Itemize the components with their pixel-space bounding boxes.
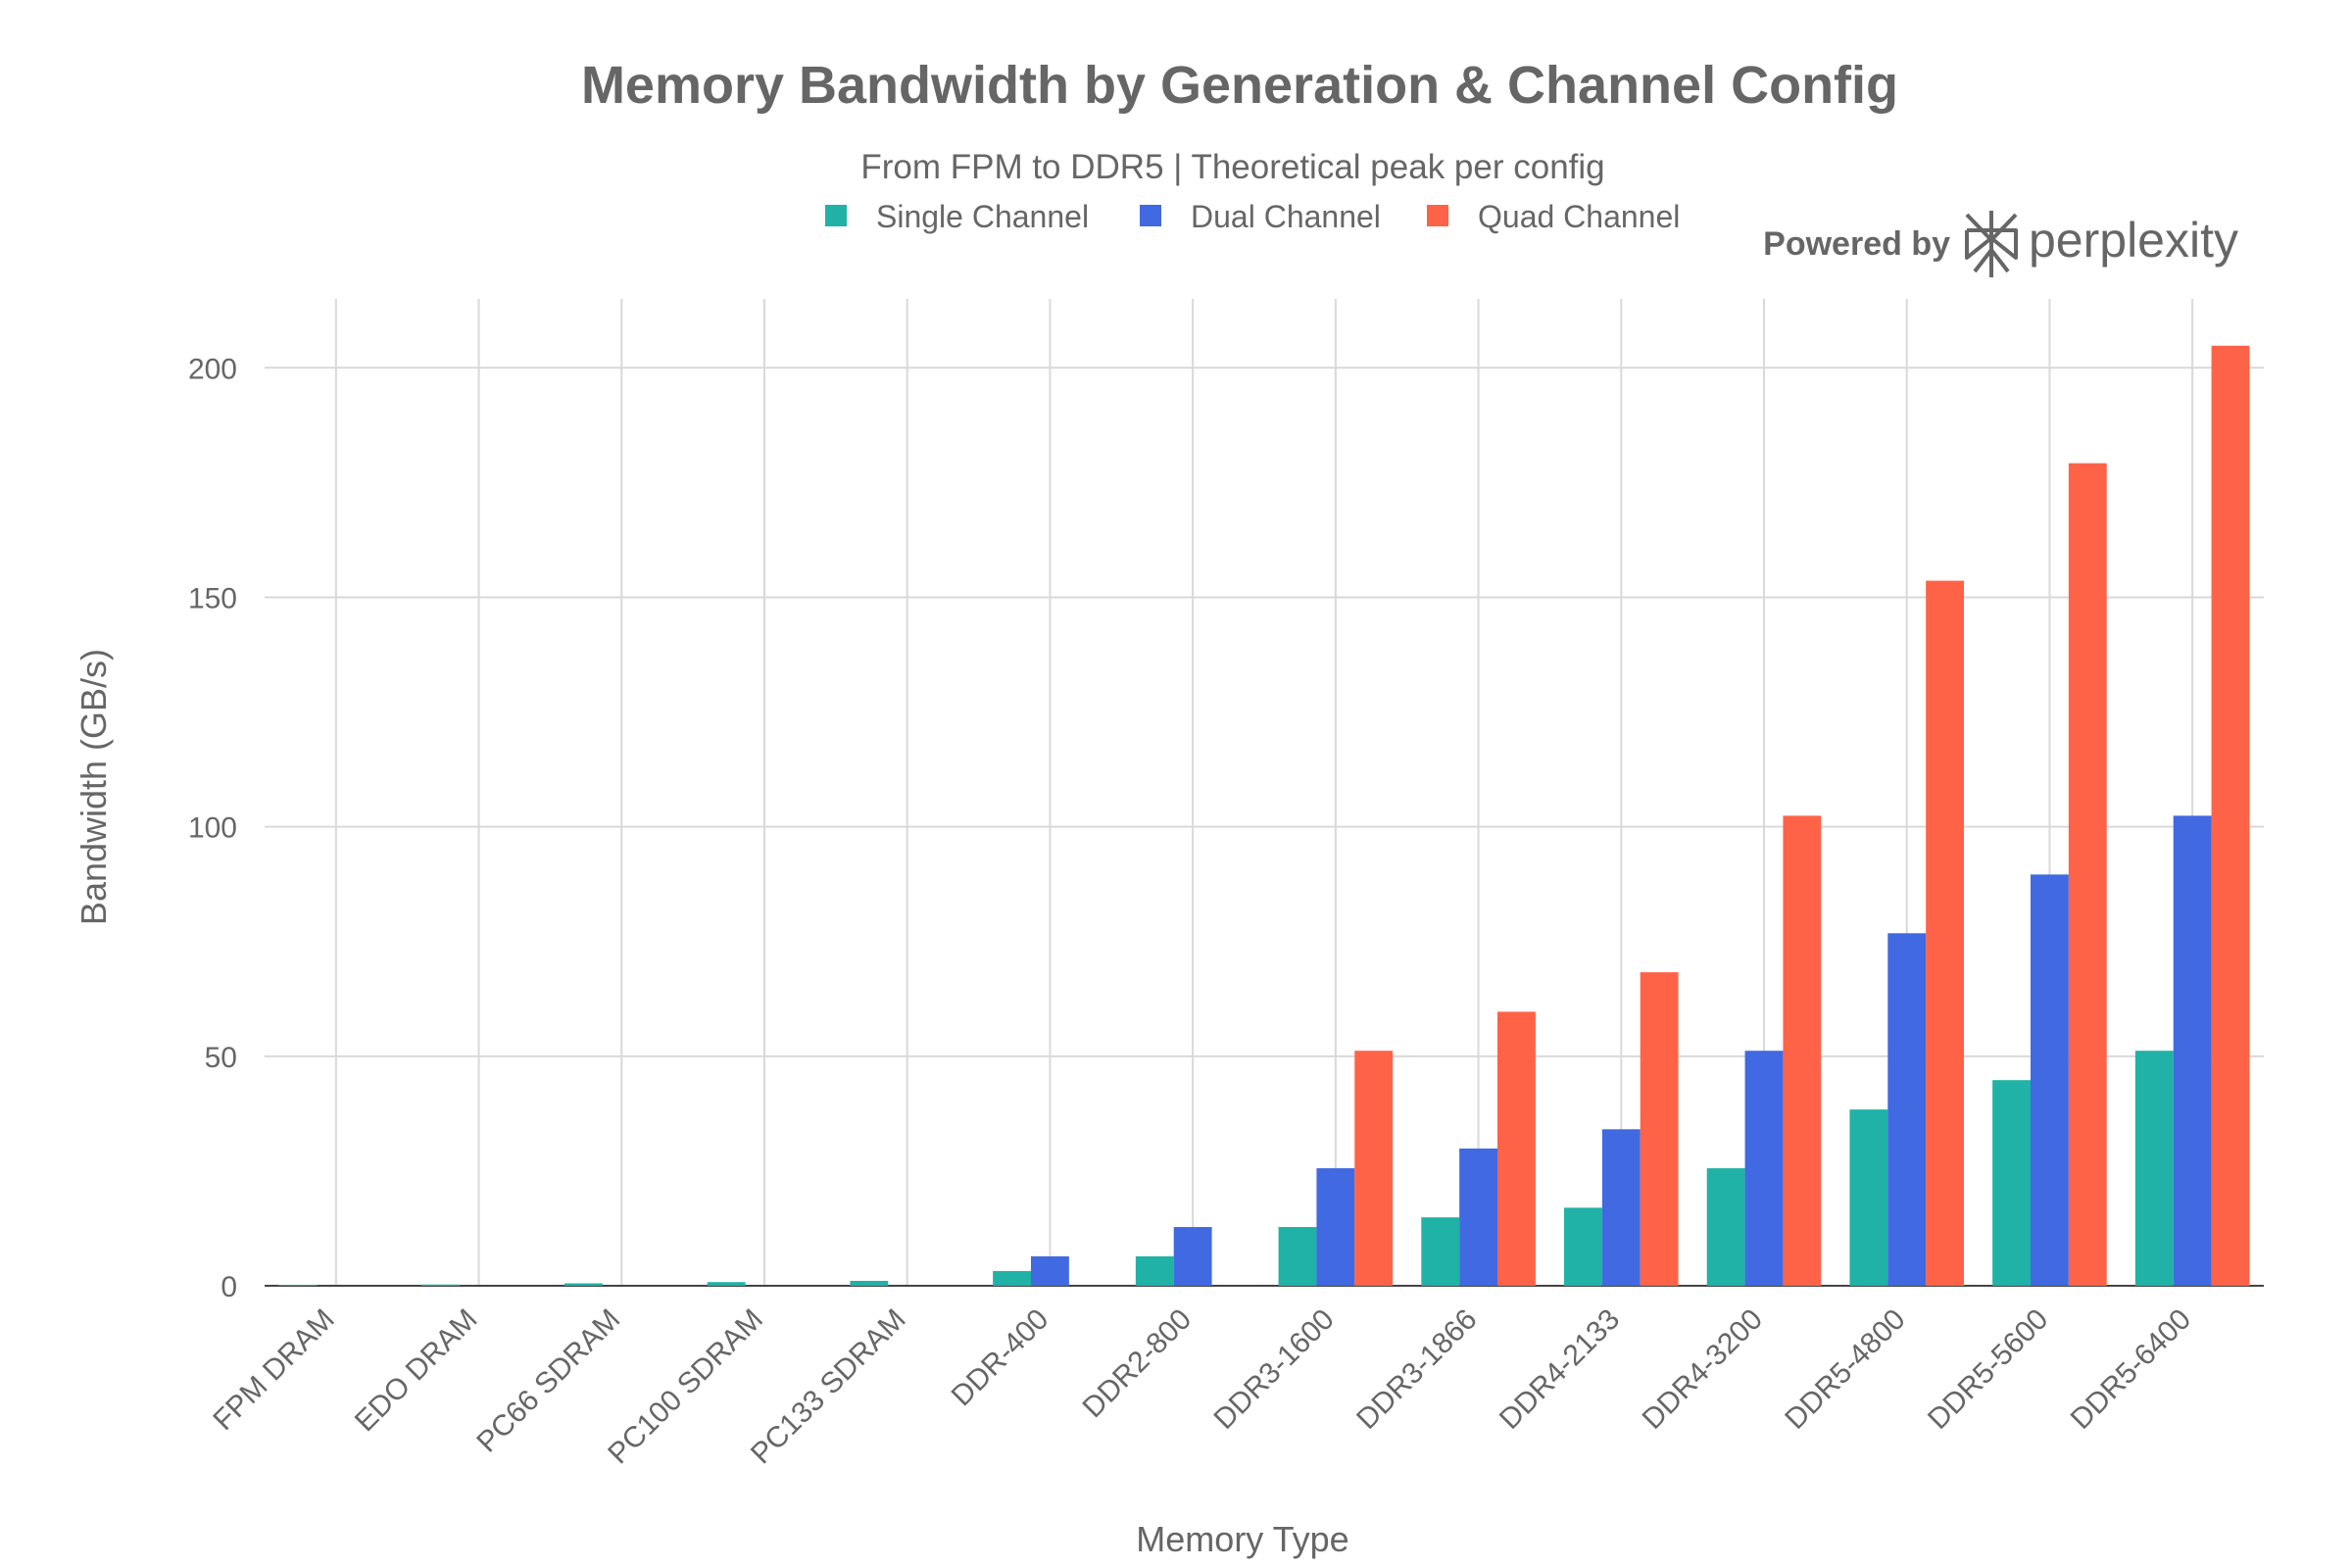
legend-item[interactable]: Quad Channel [1427,199,1680,234]
legend-swatch [1427,205,1448,226]
legend-swatch [825,205,847,226]
bar-single-channel [1278,1227,1317,1286]
x-tick-label: DDR-400 [946,1303,1055,1413]
bar-single-channel [1992,1080,2031,1286]
chart-title: Memory Bandwidth by Generation & Channel… [581,56,1898,115]
bar-dual-channel [2031,874,2069,1286]
legend-label: Single Channel [876,199,1089,234]
y-axis-title: Bandwidth (GB/s) [74,649,114,925]
bar-single-channel [564,1283,603,1286]
bar-dual-channel [1459,1148,1497,1286]
x-tick-label: EDO DRAM [349,1303,484,1439]
bar-quad-channel [1497,1011,1536,1286]
x-tick-label: DDR3-1866 [1350,1303,1483,1436]
legend-swatch [1140,205,1161,226]
x-tick-label: DDR5-6400 [2065,1303,2197,1436]
x-tick-label: DDR2-800 [1077,1303,1199,1425]
bar-dual-channel [1744,1051,1784,1286]
bar-single-channel [1135,1256,1174,1286]
x-tick-label: PC66 SDRAM [470,1303,626,1459]
powered-by-label: Powered by [1763,225,1950,263]
x-tick-label: DDR5-4800 [1779,1303,1911,1436]
y-tick-label: 0 [220,1271,237,1303]
bar-dual-channel [1173,1227,1212,1286]
bar-single-channel [1849,1109,1888,1286]
x-tick-label: PC100 SDRAM [602,1303,769,1471]
bar-single-channel [278,1285,318,1286]
legend-item[interactable]: Dual Channel [1140,199,1381,234]
bar-single-channel [850,1280,889,1286]
legend-label: Dual Channel [1191,199,1381,234]
legend-item[interactable]: Single Channel [825,199,1089,234]
y-axis-ticks: 0 50 100 150 200 [188,353,237,1303]
legend: Single Channel Dual Channel Quad Channel [825,199,1680,234]
bar-quad-channel [1783,815,1822,1286]
chart-subtitle: From FPM to DDR5 | Theoretical peak per … [860,148,1604,186]
bars [278,345,2250,1287]
x-tick-label: DDR5-5600 [1922,1303,2054,1436]
y-tick-label: 200 [188,353,237,385]
y-tick-label: 150 [188,582,237,614]
perplexity-wordmark: perplexity [2029,213,2238,268]
branding: Powered by perplexity [1763,211,2238,277]
bar-single-channel [421,1284,461,1286]
bar-single-channel [993,1271,1031,1286]
bar-quad-channel [1640,972,1679,1286]
bar-single-channel [1706,1168,1745,1286]
x-tick-label: DDR4-2133 [1494,1303,1626,1436]
x-tick-label: PC133 SDRAM [745,1303,912,1471]
x-tick-label: DDR4-3200 [1637,1303,1769,1436]
bar-quad-channel [1354,1051,1394,1286]
x-tick-label: DDR3-1600 [1207,1303,1340,1436]
bar-single-channel [2134,1051,2174,1286]
bar-single-channel [707,1282,746,1286]
bar-dual-channel [1601,1129,1641,1286]
bar-quad-channel [1926,580,1964,1286]
x-tick-label: FPM DRAM [207,1303,340,1437]
bar-single-channel [1564,1207,1602,1286]
bar-quad-channel [2211,345,2250,1287]
bar-dual-channel [1887,933,1927,1286]
bar-dual-channel [1031,1256,1069,1286]
bar-single-channel [1421,1217,1460,1286]
bar-quad-channel [2068,463,2107,1286]
bar-dual-channel [2173,815,2212,1286]
x-axis-title: Memory Type [1136,1519,1348,1559]
y-tick-label: 50 [205,1042,237,1074]
legend-label: Quad Channel [1478,199,1680,234]
perplexity-logo-icon [1965,211,2018,277]
y-tick-label: 100 [188,812,237,845]
bar-dual-channel [1316,1168,1355,1286]
